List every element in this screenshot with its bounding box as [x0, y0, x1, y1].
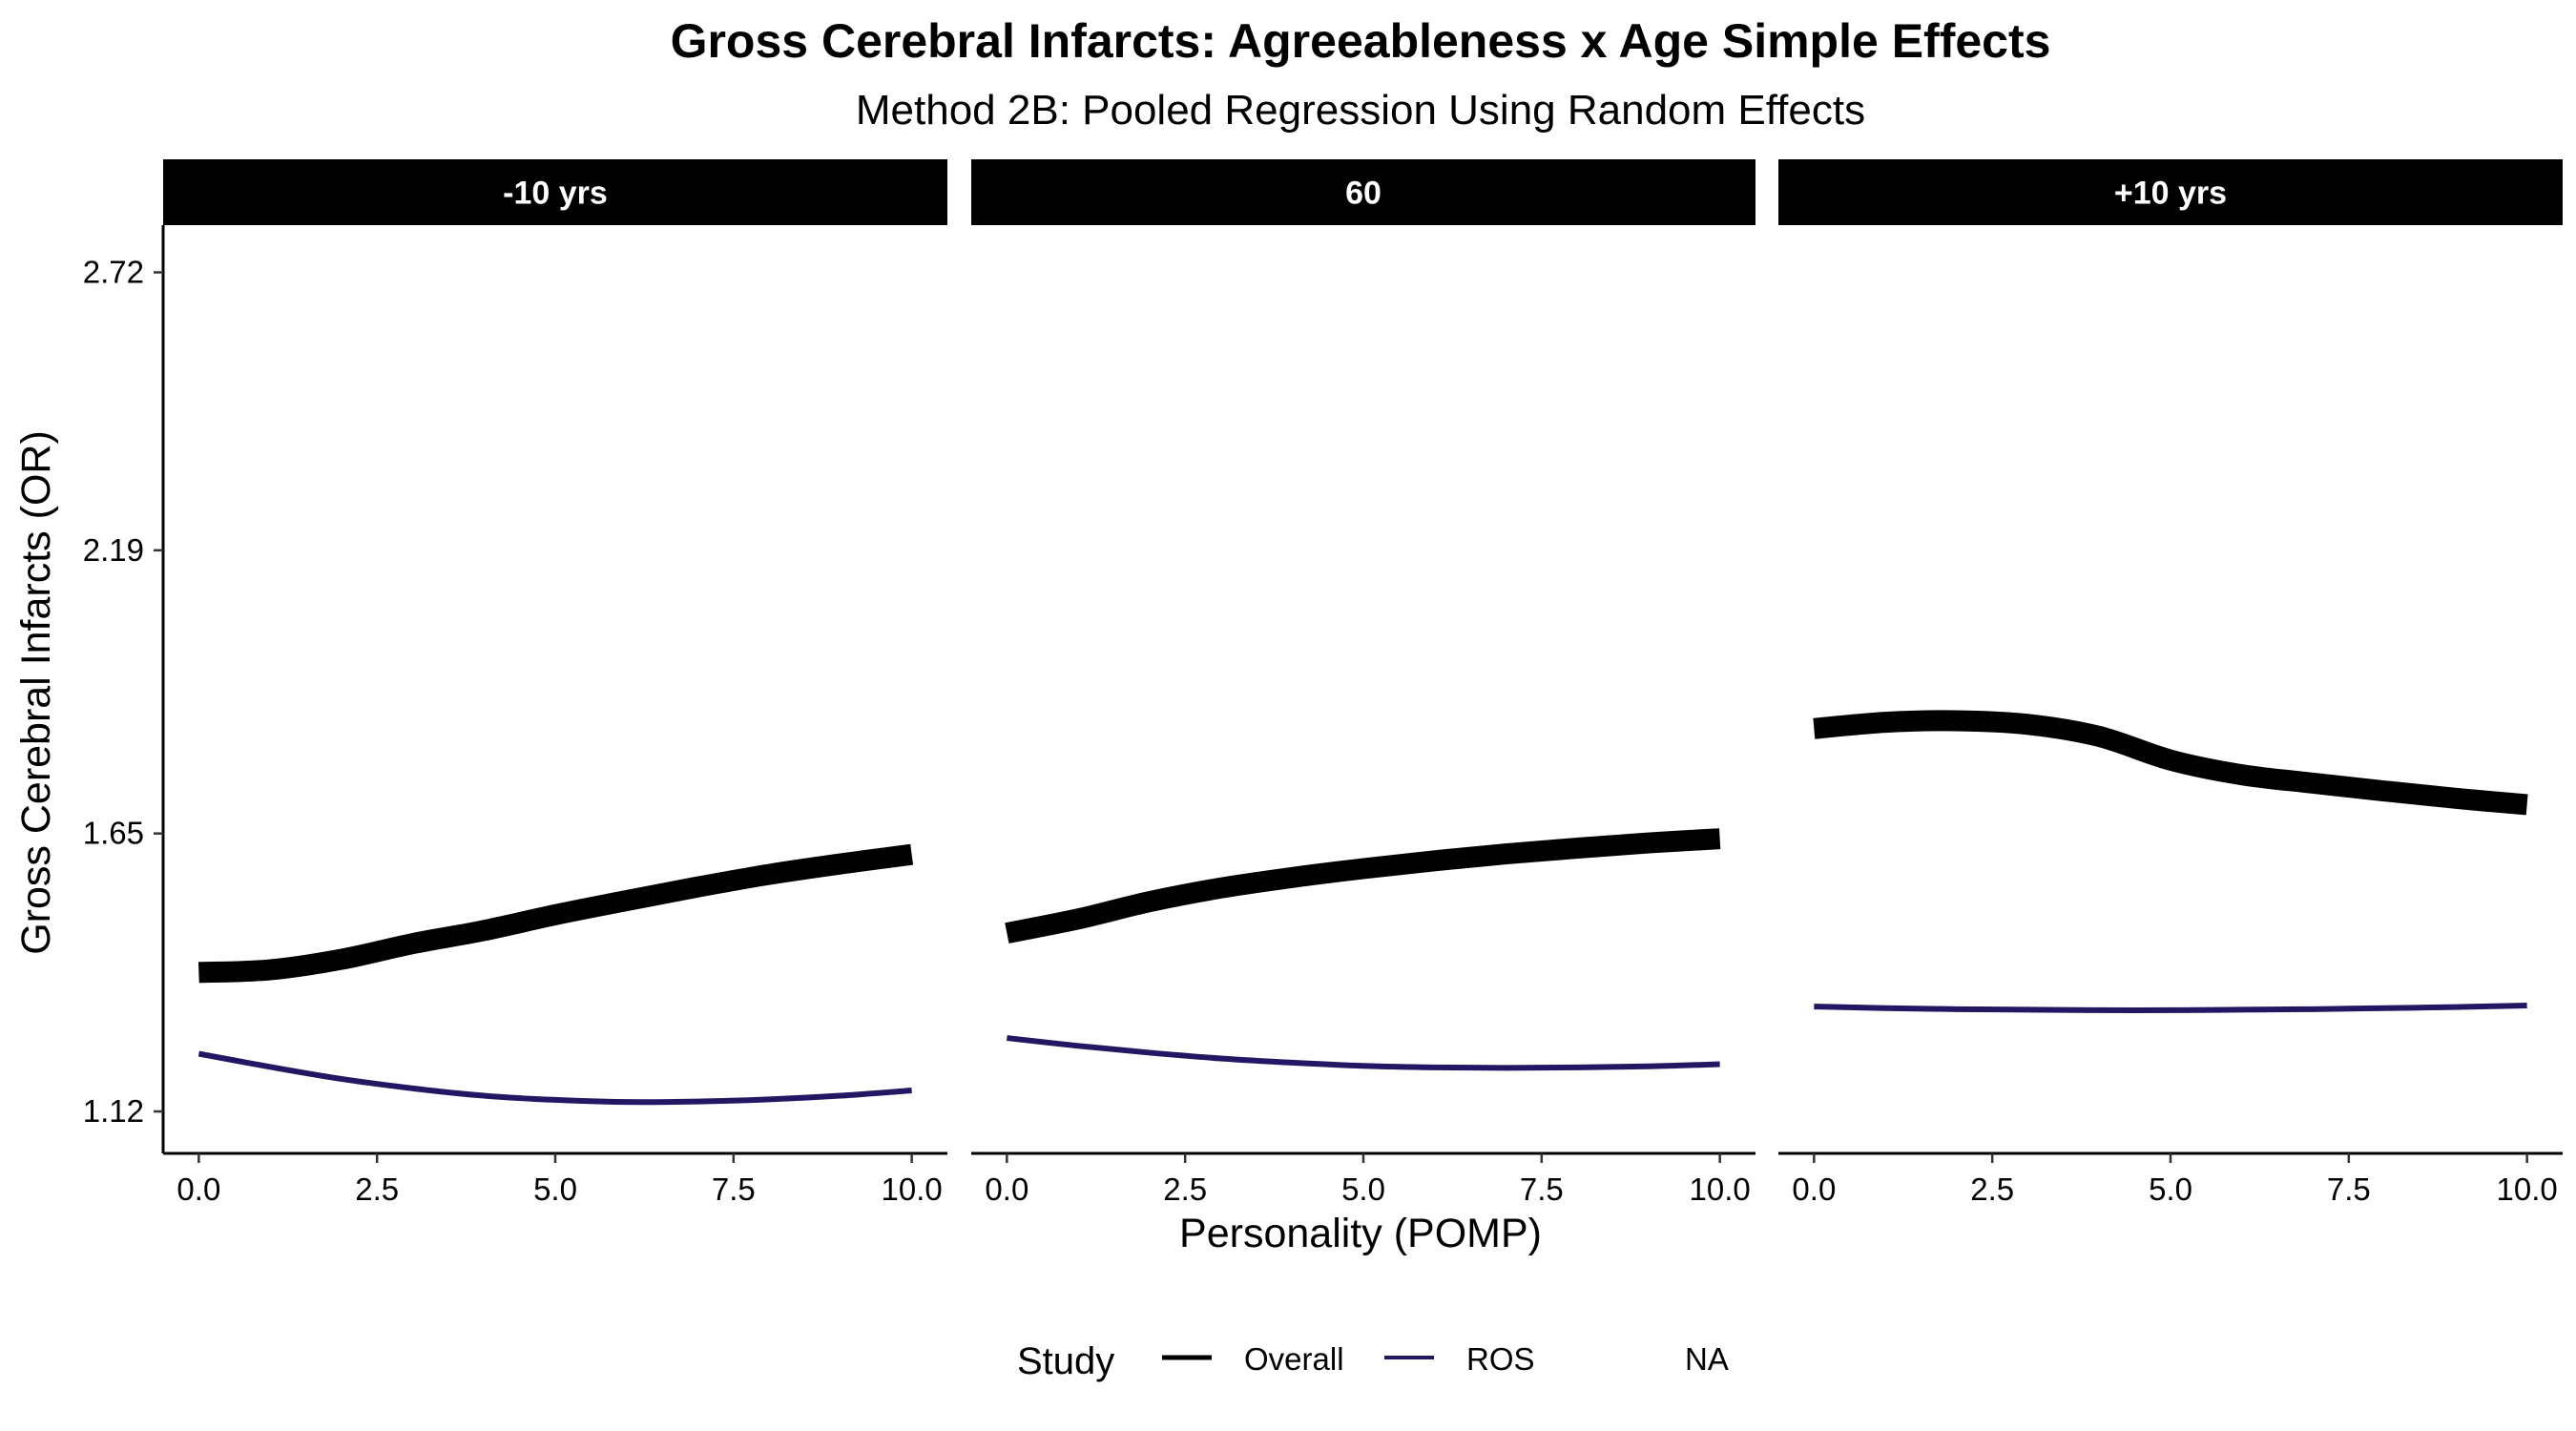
x-tick-label: 5.0	[2149, 1172, 2192, 1207]
facet-strip-label: 60	[1345, 176, 1381, 212]
x-tick-label: 5.0	[1341, 1172, 1385, 1207]
x-tick-label: 5.0	[533, 1172, 577, 1207]
chart-subtitle: Method 2B: Pooled Regression Using Rando…	[856, 87, 1865, 134]
y-tick-label: 1.12	[83, 1093, 144, 1129]
x-tick-label: 2.5	[355, 1172, 399, 1207]
legend-label-na: NA	[1685, 1341, 1729, 1377]
x-tick-label: 7.5	[712, 1172, 756, 1207]
y-axis-title: Gross Cerebral Infarcts (OR)	[13, 430, 59, 955]
x-tick-label: 10.0	[1690, 1172, 1751, 1207]
x-tick-label: 10.0	[2497, 1172, 2558, 1207]
chart-title: Gross Cerebral Infarcts: Agreeableness x…	[671, 14, 2051, 68]
x-tick-label: 0.0	[1792, 1172, 1836, 1207]
legend-label-ros: ROS	[1466, 1341, 1535, 1377]
x-axis-title: Personality (POMP)	[1179, 1211, 1542, 1256]
x-tick-label: 7.5	[1520, 1172, 1564, 1207]
facet-strip	[163, 159, 947, 225]
series-line-overall	[1005, 828, 1721, 944]
facet-strip	[971, 159, 1755, 225]
facet-strip	[1778, 159, 2563, 225]
x-tick-label: 0.0	[985, 1172, 1028, 1207]
facet-panel: 60 0.0 2.5 5.0 7.5 10.0	[971, 159, 1755, 1207]
series-line-overall	[197, 843, 914, 984]
x-tick-label: 2.5	[1163, 1172, 1207, 1207]
legend-label-overall: Overall	[1244, 1341, 1344, 1377]
x-tick-label: 2.5	[1970, 1172, 2014, 1207]
legend-title: Study	[1017, 1340, 1114, 1382]
facet-strip-label: +10 yrs	[2114, 176, 2227, 212]
series-line-ros	[1814, 1002, 2527, 1013]
y-tick-label: 2.72	[83, 254, 144, 289]
facet-panel: -10 yrs 0.0 2.5 5.0 7.5 10.0 1.12 1.65 2.19 2.72	[83, 159, 947, 1207]
y-tick-label: 1.65	[83, 816, 144, 851]
facet-panel: +10 yrs 0.0 2.5 5.0 7.5 10.0	[1778, 159, 2563, 1207]
series-line-ros	[1007, 1035, 1720, 1071]
x-tick-label: 7.5	[2327, 1172, 2371, 1207]
x-tick-label: 0.0	[177, 1172, 220, 1207]
series-line-overall	[1813, 710, 2528, 816]
series-line-ros	[197, 1050, 912, 1106]
facet-strip-label: -10 yrs	[503, 176, 608, 212]
facet-panels: -10 yrs 0.0 2.5 5.0 7.5 10.0 1.12 1.65 2.19 2.72 6…	[83, 159, 2563, 1207]
x-tick-label: 10.0	[882, 1172, 943, 1207]
y-tick-label: 2.19	[83, 532, 144, 568]
legend-entries: Overall ROS NA	[1162, 1341, 1729, 1377]
legend: Study Overall ROS NA	[1017, 1340, 1729, 1382]
